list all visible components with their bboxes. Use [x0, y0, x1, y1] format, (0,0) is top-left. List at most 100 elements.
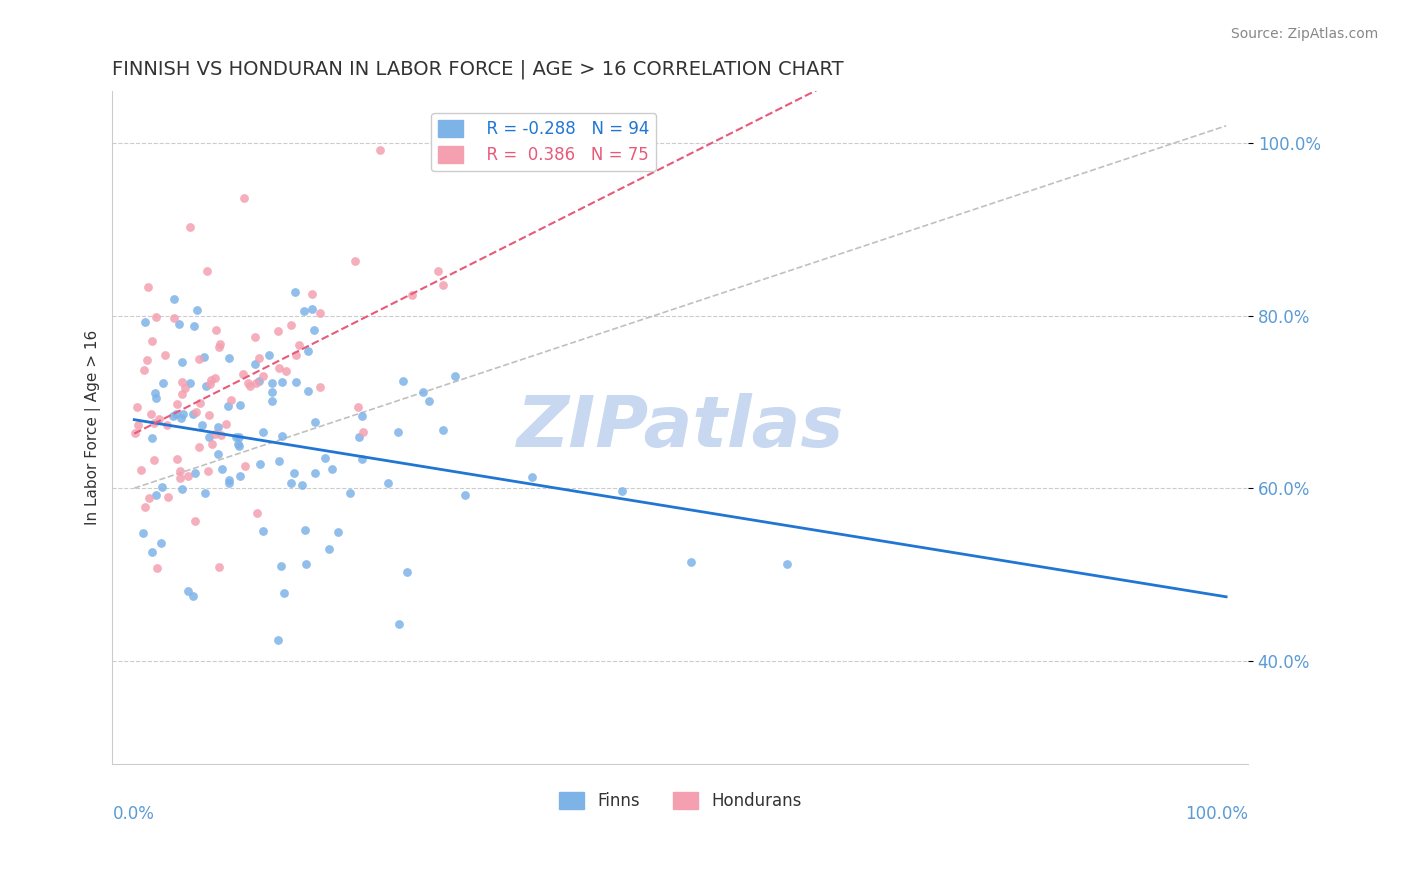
Point	[136, 280, 159, 294]
Text: 100.0%: 100.0%	[1185, 805, 1249, 822]
Point	[270, 558, 292, 573]
Text: 0.0%: 0.0%	[112, 805, 155, 822]
Point	[347, 430, 370, 444]
Point	[197, 464, 219, 478]
Point	[181, 407, 204, 421]
Point	[172, 375, 194, 389]
Point	[260, 384, 283, 399]
Point	[612, 484, 634, 499]
Point	[150, 480, 173, 494]
Point	[177, 584, 200, 599]
Point	[391, 374, 413, 388]
Point	[246, 506, 269, 520]
Point	[267, 454, 290, 468]
Point	[427, 264, 450, 278]
Point	[172, 407, 194, 421]
Point	[444, 368, 467, 383]
Point	[418, 394, 440, 409]
Point	[432, 277, 454, 292]
Point	[134, 500, 156, 514]
Point	[454, 488, 477, 502]
Point	[221, 392, 243, 407]
Point	[194, 485, 217, 500]
Point	[301, 287, 323, 301]
Point	[352, 452, 374, 467]
Point	[138, 491, 160, 505]
Point	[166, 451, 188, 466]
Point	[176, 469, 198, 483]
Point	[207, 447, 229, 461]
Point	[271, 375, 294, 389]
Point	[143, 452, 166, 467]
Point	[156, 490, 179, 504]
Point	[198, 408, 221, 422]
Point	[179, 376, 201, 390]
Point	[184, 404, 207, 418]
Point	[243, 330, 266, 344]
Point	[520, 470, 543, 484]
Point	[179, 219, 201, 234]
Text: Source: ZipAtlas.com: Source: ZipAtlas.com	[1230, 27, 1378, 41]
Point	[295, 557, 318, 571]
Point	[167, 317, 190, 331]
Point	[297, 384, 319, 399]
Point	[150, 535, 173, 549]
Point	[181, 589, 204, 603]
Point	[271, 429, 294, 443]
Point	[145, 310, 167, 325]
Point	[229, 468, 252, 483]
Point	[239, 379, 262, 393]
Point	[344, 253, 367, 268]
Point	[193, 350, 215, 364]
Point	[291, 478, 314, 492]
Point	[274, 364, 297, 378]
Point	[232, 368, 254, 382]
Point	[228, 439, 250, 453]
Point	[198, 430, 221, 444]
Point	[166, 408, 188, 422]
Point	[252, 524, 274, 538]
Point	[238, 376, 260, 391]
Point	[191, 417, 214, 432]
Point	[204, 371, 226, 385]
Point	[226, 437, 249, 451]
Point	[245, 376, 267, 390]
Point	[218, 476, 240, 491]
Point	[163, 311, 186, 326]
Point	[679, 555, 702, 569]
Point	[141, 545, 163, 559]
Point	[352, 425, 374, 440]
Point	[139, 407, 162, 421]
Point	[247, 351, 270, 365]
Legend: Finns, Hondurans: Finns, Hondurans	[553, 785, 808, 816]
Point	[163, 292, 186, 306]
Point	[301, 301, 323, 316]
Text: ZIPatlas: ZIPatlas	[516, 393, 844, 462]
Point	[127, 400, 149, 414]
Point	[170, 411, 193, 425]
Point	[134, 363, 156, 377]
Point	[232, 191, 254, 205]
Point	[217, 399, 239, 413]
Point	[775, 558, 797, 572]
Point	[132, 525, 155, 540]
Point	[387, 425, 409, 439]
Point	[208, 337, 231, 351]
Point	[142, 416, 165, 430]
Point	[377, 476, 399, 491]
Point	[225, 430, 247, 444]
Point	[124, 426, 146, 441]
Point	[257, 348, 280, 362]
Point	[188, 396, 211, 410]
Point	[368, 143, 391, 157]
Point	[127, 417, 149, 432]
Point	[267, 632, 290, 647]
Point	[292, 303, 315, 318]
Text: FINNISH VS HONDURAN IN LABOR FORCE | AGE > 16 CORRELATION CHART: FINNISH VS HONDURAN IN LABOR FORCE | AGE…	[112, 60, 844, 79]
Point	[166, 397, 188, 411]
Point	[131, 463, 153, 477]
Point	[156, 417, 179, 432]
Point	[146, 561, 169, 575]
Point	[388, 616, 411, 631]
Point	[215, 417, 238, 431]
